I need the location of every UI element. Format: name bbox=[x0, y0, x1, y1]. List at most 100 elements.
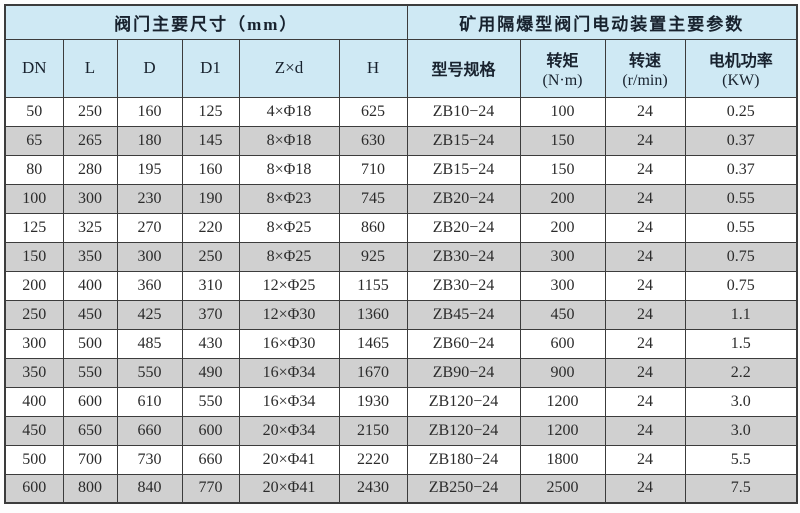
col-header-torque-unit: (N·m) bbox=[542, 71, 583, 89]
table-cell: 160 bbox=[181, 154, 240, 185]
table-cell: 2500 bbox=[519, 473, 606, 504]
table-cell: 500 bbox=[4, 444, 64, 475]
table-cell: 150 bbox=[519, 154, 606, 185]
table-cell: 300 bbox=[4, 328, 64, 359]
table-cell: 500 bbox=[62, 328, 118, 359]
table-cell: 610 bbox=[116, 386, 183, 417]
table-cell: 1465 bbox=[338, 328, 408, 359]
col-header-torque-label: 转矩 bbox=[546, 52, 579, 70]
table-cell: 0.55 bbox=[684, 183, 798, 214]
table-cell: 24 bbox=[604, 125, 686, 156]
table-cell: 24 bbox=[604, 241, 686, 272]
table-cell: 250 bbox=[4, 299, 64, 330]
table-cell: 1200 bbox=[519, 415, 606, 446]
table-cell: 220 bbox=[181, 212, 240, 243]
table-cell: 24 bbox=[604, 386, 686, 417]
table-cell: 350 bbox=[62, 241, 118, 272]
table-cell: 24 bbox=[604, 154, 686, 185]
col-header-speed: 转速 (r/min) bbox=[604, 38, 686, 98]
table-row: 400 600 610 550 16×Φ34 1930 ZB120−24 1200 24 3.0 bbox=[4, 386, 798, 417]
table-cell: 300 bbox=[519, 241, 606, 272]
table-cell: 430 bbox=[181, 328, 240, 359]
table-cell: 16×Φ34 bbox=[238, 357, 340, 388]
table-cell: 3.0 bbox=[684, 415, 798, 446]
table-cell: 450 bbox=[62, 299, 118, 330]
table-cell: 770 bbox=[181, 473, 240, 504]
table-cell: 1930 bbox=[338, 386, 408, 417]
table-cell: ZB10−24 bbox=[406, 96, 521, 127]
table-cell: 730 bbox=[116, 444, 183, 475]
table-cell: 8×Φ25 bbox=[238, 212, 340, 243]
table-cell: 700 bbox=[62, 444, 118, 475]
table-cell: 7.5 bbox=[684, 473, 798, 504]
table-cell: 24 bbox=[604, 415, 686, 446]
table-cell: 24 bbox=[604, 328, 686, 359]
table-row: 100 300 230 190 8×Φ23 745 ZB20−24 200 24 0.55 bbox=[4, 183, 798, 214]
table-row: 50 250 160 125 4×Φ18 625 ZB10−24 100 24 0.25 bbox=[4, 96, 798, 127]
table-cell: 0.25 bbox=[684, 96, 798, 127]
col-header-l: L bbox=[62, 38, 118, 98]
col-header-motor-power-unit: (KW) bbox=[722, 71, 760, 89]
table-cell: 900 bbox=[519, 357, 606, 388]
table-cell: 1200 bbox=[519, 386, 606, 417]
column-header-row: DN L D D1 Z×d H 型号规格 转矩 (N·m) 转速 (r/min)… bbox=[4, 38, 798, 98]
table-cell: 80 bbox=[4, 154, 64, 185]
table-cell: 370 bbox=[181, 299, 240, 330]
table-cell: 270 bbox=[116, 212, 183, 243]
table-cell: 300 bbox=[62, 183, 118, 214]
table-cell: ZB15−24 bbox=[406, 154, 521, 185]
table-cell: 2.2 bbox=[684, 357, 798, 388]
table-cell: 2430 bbox=[338, 473, 408, 504]
table-cell: ZB15−24 bbox=[406, 125, 521, 156]
table-cell: 650 bbox=[62, 415, 118, 446]
table-cell: 425 bbox=[116, 299, 183, 330]
table-cell: 660 bbox=[181, 444, 240, 475]
table-row: 250 450 425 370 12×Φ30 1360 ZB45−24 450 24 1.1 bbox=[4, 299, 798, 330]
group-header-actuator-params: 矿用隔爆型阀门电动装置主要参数 bbox=[406, 4, 798, 40]
table-cell: 350 bbox=[4, 357, 64, 388]
table-cell: 12×Φ25 bbox=[238, 270, 340, 301]
col-header-speed-unit: (r/min) bbox=[622, 71, 668, 89]
col-header-model: 型号规格 bbox=[406, 38, 521, 98]
table-cell: 0.75 bbox=[684, 270, 798, 301]
table-cell: 8×Φ23 bbox=[238, 183, 340, 214]
table-cell: 660 bbox=[116, 415, 183, 446]
table-cell: 1.5 bbox=[684, 328, 798, 359]
table-cell: 400 bbox=[62, 270, 118, 301]
table-cell: 550 bbox=[62, 357, 118, 388]
table-cell: 550 bbox=[181, 386, 240, 417]
table-cell: 1670 bbox=[338, 357, 408, 388]
table-cell: 1.1 bbox=[684, 299, 798, 330]
table-cell: 200 bbox=[519, 183, 606, 214]
table-cell: 550 bbox=[116, 357, 183, 388]
table-cell: 0.55 bbox=[684, 212, 798, 243]
table-cell: 0.75 bbox=[684, 241, 798, 272]
table-cell: 195 bbox=[116, 154, 183, 185]
table-row: 150 350 300 250 8×Φ25 925 ZB30−24 300 24 0.75 bbox=[4, 241, 798, 272]
table-row: 200 400 360 310 12×Φ25 1155 ZB30−24 300 24 0.75 bbox=[4, 270, 798, 301]
table-cell: 490 bbox=[181, 357, 240, 388]
table-cell: 24 bbox=[604, 270, 686, 301]
table-cell: 24 bbox=[604, 357, 686, 388]
table-cell: ZB45−24 bbox=[406, 299, 521, 330]
table-cell: 0.37 bbox=[684, 125, 798, 156]
table-cell: 1360 bbox=[338, 299, 408, 330]
table-cell: 600 bbox=[62, 386, 118, 417]
table-cell: 50 bbox=[4, 96, 64, 127]
table-cell: 265 bbox=[62, 125, 118, 156]
table-cell: 710 bbox=[338, 154, 408, 185]
table-cell: 24 bbox=[604, 299, 686, 330]
col-header-h: H bbox=[338, 38, 408, 98]
table-cell: 2150 bbox=[338, 415, 408, 446]
col-header-dn: DN bbox=[4, 38, 64, 98]
table-cell: 800 bbox=[62, 473, 118, 504]
table-cell: 145 bbox=[181, 125, 240, 156]
table-cell: 24 bbox=[604, 96, 686, 127]
table-cell: 925 bbox=[338, 241, 408, 272]
col-header-d1: D1 bbox=[181, 38, 240, 98]
table-cell: 300 bbox=[116, 241, 183, 272]
table-cell: 24 bbox=[604, 212, 686, 243]
col-header-zxd: Z×d bbox=[238, 38, 340, 98]
table-body: 50 250 160 125 4×Φ18 625 ZB10−24 100 24 0.25 65 265… bbox=[4, 96, 798, 504]
table-cell: 860 bbox=[338, 212, 408, 243]
